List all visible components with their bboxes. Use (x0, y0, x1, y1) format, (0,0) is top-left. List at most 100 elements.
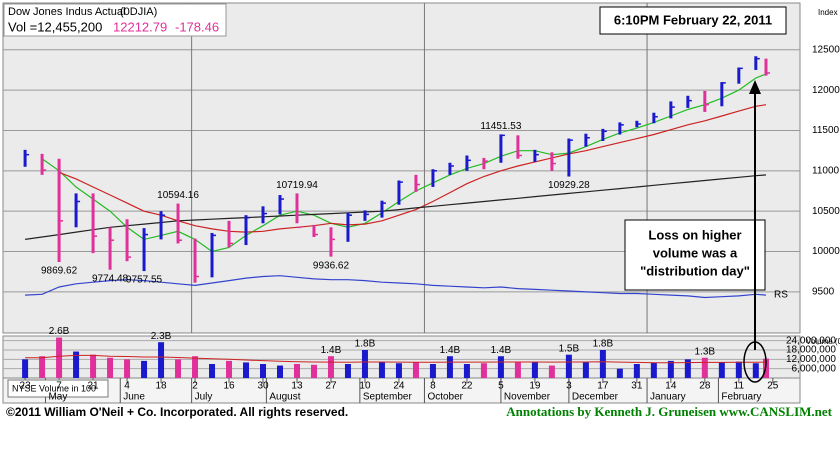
month-label: January (650, 392, 686, 403)
volume-bar (327, 356, 334, 378)
y-axis-label: Index Scale (818, 8, 840, 17)
x-tick-label: 5 (498, 381, 504, 392)
month-label: June (123, 392, 145, 403)
volume-bar (531, 362, 538, 378)
x-tick-label: 28 (699, 381, 711, 392)
x-tick-label: 13 (291, 381, 303, 392)
index-name: Dow Jones Indus Actual (8, 6, 125, 18)
y-tick-label: 9500 (812, 286, 835, 297)
y-tick-label: 10500 (812, 206, 840, 217)
highlight (743, 341, 767, 383)
moving-average (25, 275, 767, 299)
volume-bar (192, 356, 199, 378)
price-readout: 12212.79 (113, 19, 167, 34)
price-annotation: 11451.53 (480, 121, 521, 132)
month-label: November (504, 392, 551, 403)
volume-bar (56, 337, 63, 378)
volume-label: 1.5B (559, 343, 580, 354)
price-annotation: 9757.55 (126, 275, 163, 286)
volume-bar (701, 357, 708, 378)
volume-bar (90, 354, 97, 378)
volume-bar (650, 362, 657, 378)
volume-bar (684, 359, 691, 378)
volume-label: 1.4B (440, 345, 461, 356)
volume-average (25, 354, 767, 364)
volume-bar (209, 364, 216, 378)
volume-bar (226, 360, 233, 378)
volume-label: 2.6B (49, 326, 70, 337)
volume-bar (463, 364, 470, 378)
volume-bar (514, 361, 521, 378)
x-tick-label: 24 (393, 381, 405, 392)
volume-bar (582, 362, 589, 378)
volume-bar (73, 351, 80, 378)
volume-bar (158, 342, 165, 378)
x-tick-label: 22 (461, 381, 473, 392)
x-tick-label: 16 (223, 381, 235, 392)
y-tick-label: 11500 (812, 125, 840, 136)
volume-bar (446, 356, 453, 378)
volume-bar (310, 364, 317, 378)
volume-bar (429, 364, 436, 378)
price-annotation: 10594.16 (157, 190, 199, 201)
volume-bar (752, 363, 759, 378)
x-tick-label: 2 (192, 381, 198, 392)
arrow-head (749, 80, 761, 94)
moving-average (25, 174, 767, 240)
moving-average (41, 73, 767, 253)
month-label: October (427, 392, 463, 403)
timestamp-box (599, 6, 787, 35)
marks (22, 56, 771, 378)
y-tick-label: 12,000,000 (786, 354, 836, 365)
note-box (624, 219, 766, 291)
volume-bar (141, 360, 148, 378)
x-tick-label: 8 (430, 381, 436, 392)
volume-bar (548, 365, 555, 378)
legend-box (7, 379, 109, 398)
change-readout: -178.46 (175, 19, 219, 34)
volume-bar (718, 362, 725, 378)
timestamp: 6:10PM February 22, 2011 (614, 12, 772, 27)
y-tick-label: 24,000,000 (786, 335, 836, 346)
series-label: RS (774, 290, 788, 301)
x-tick-label: 25 (767, 381, 779, 392)
x-tick-label: 4 (124, 381, 130, 392)
volume-label: 1.8B (355, 339, 376, 350)
volume-bar (616, 368, 623, 378)
x-tick-label: 14 (665, 381, 677, 392)
volume-bar (361, 350, 368, 378)
legend: NYSE Volume in 100 (12, 383, 96, 393)
volume-bar (39, 356, 46, 378)
volume-bar (293, 364, 300, 378)
volume-bar (667, 360, 674, 378)
volume-label: 2.3B (151, 331, 172, 342)
symbol: (0DJIA) (120, 6, 157, 18)
volume-bar (497, 356, 504, 378)
x-tick-label: 3 (566, 381, 572, 392)
volume-bar (599, 350, 606, 378)
y-tick-label: 12500 (812, 44, 840, 55)
volume-bar (735, 361, 742, 378)
x-tick-label: 27 (325, 381, 337, 392)
volume-label: 1.4B (491, 345, 512, 356)
volume-bar (395, 363, 402, 378)
price-annotation: 10719.94 (276, 180, 318, 191)
credit: Annotations by Kenneth J. Gruneisen www.… (506, 404, 832, 419)
note-line: volume was a (653, 245, 738, 260)
volume-bar (124, 359, 131, 378)
volume-bar (344, 364, 351, 378)
volume-bar (260, 364, 267, 378)
x-tick-label: 30 (257, 381, 269, 392)
note-line: "distribution day" (640, 263, 750, 278)
x-tick-label: 17 (597, 381, 609, 392)
month-label: July (195, 392, 213, 403)
volume-bar (378, 362, 385, 378)
price-annotation: 9774.48 (92, 273, 129, 284)
volume-bar (107, 357, 114, 378)
x-tick-label: 18 (155, 381, 167, 392)
volume-bar (480, 363, 487, 378)
y-tick-label: 12000 (812, 85, 840, 96)
month-label: August (269, 392, 300, 403)
volume-readout: Vol =12,455,200 (8, 19, 102, 34)
